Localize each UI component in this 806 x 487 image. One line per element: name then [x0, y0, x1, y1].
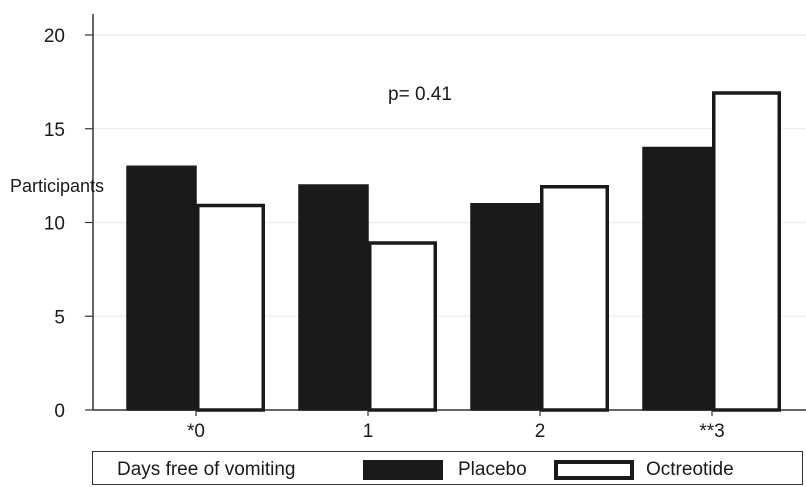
bar-octreotide-0 [196, 203, 265, 412]
y-axis-label: Participants [10, 176, 104, 196]
legend-swatch-placebo [363, 460, 443, 480]
x-tick-label: *0 [187, 421, 205, 442]
legend: Days free of vomiting Placebo Octreotide [92, 451, 803, 485]
x-tick-label: **3 [699, 421, 724, 442]
y-tick-label: 0 [54, 401, 65, 422]
y-tick-label: 20 [44, 26, 65, 47]
legend-label-octreotide: Octreotide [646, 459, 734, 480]
y-axis-ticks: 0 5 10 15 20 [44, 26, 93, 422]
bars [126, 91, 781, 412]
bar-octreotide-1 [368, 241, 437, 412]
y-tick-label: 15 [44, 120, 65, 141]
bar-placebo-3 [642, 146, 713, 411]
bar-octreotide-2 [540, 185, 609, 412]
bar-octreotide-3 [712, 91, 781, 412]
x-axis-ticks: *0 1 2 **3 [187, 410, 725, 442]
bar-placebo-2 [470, 203, 541, 411]
legend-label-placebo: Placebo [458, 459, 527, 480]
bar-chart: 0 5 10 15 20 *0 1 2 **3 Participants p= 0.41 [10, 14, 806, 442]
x-tick-label: 2 [535, 421, 546, 442]
legend-title: Days free of vomiting [117, 459, 296, 480]
bar-placebo-1 [298, 184, 369, 411]
y-tick-label: 10 [44, 214, 65, 235]
x-tick-label: 1 [363, 421, 374, 442]
bar-placebo-0 [126, 165, 197, 411]
p-value-annotation: p= 0.41 [388, 84, 452, 105]
y-tick-label: 5 [54, 307, 65, 328]
legend-swatch-octreotide [554, 460, 634, 480]
